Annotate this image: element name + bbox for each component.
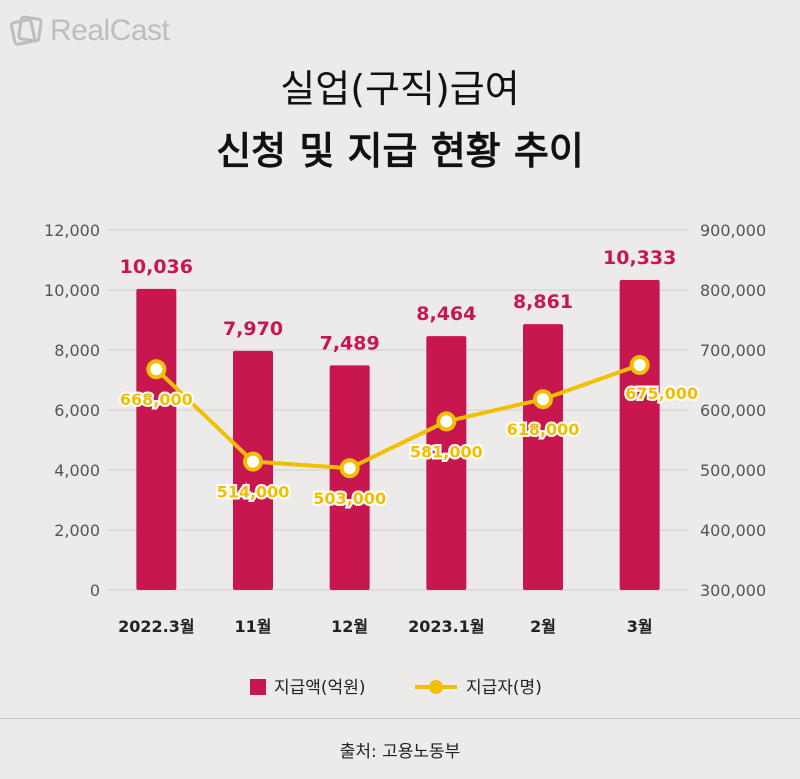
legend-swatch-marker bbox=[429, 680, 443, 694]
line-point bbox=[146, 359, 167, 380]
line-value-label: 668,000 bbox=[120, 390, 193, 409]
line-point bbox=[533, 389, 553, 410]
y-left-tick-label: 6,000 bbox=[54, 401, 100, 420]
bar bbox=[523, 324, 563, 590]
bar bbox=[426, 336, 467, 590]
y-right-tick-label: 900,000 bbox=[700, 221, 766, 240]
line-value-label: 581,000 bbox=[410, 442, 483, 461]
x-tick-label: 2022.3월 bbox=[118, 617, 194, 636]
chart-subtitle: 신청 및 지급 현황 추이 bbox=[216, 129, 584, 173]
x-tick-label: 2023.1월 bbox=[408, 617, 484, 636]
y-left-tick-label: 8,000 bbox=[54, 341, 100, 360]
bar-value-label: 8,464 bbox=[416, 303, 476, 325]
footer-divider bbox=[0, 718, 800, 719]
line-value-label: 618,000 bbox=[507, 420, 580, 439]
line-value-label: 514,000 bbox=[217, 483, 290, 502]
y-left-tick-label: 12,000 bbox=[44, 221, 100, 240]
x-tick-label: 3월 bbox=[627, 617, 653, 636]
line-value-label: 503,000 bbox=[313, 489, 386, 508]
realcast-logo-text: RealCast bbox=[50, 14, 170, 47]
realcast-logo: RealCast bbox=[10, 14, 170, 48]
bar bbox=[136, 288, 177, 590]
bar-value-label: 8,861 bbox=[513, 291, 573, 313]
x-tick-label: 12월 bbox=[331, 617, 368, 636]
bar-value-label: 10,333 bbox=[603, 247, 676, 269]
y-right-tick-label: 500,000 bbox=[700, 461, 766, 480]
y-left-tick-label: 10,000 bbox=[44, 281, 100, 300]
line-point bbox=[629, 355, 650, 375]
chart-title: 실업(구직)급여 bbox=[280, 67, 520, 111]
y-right-tick-label: 300,000 bbox=[700, 581, 766, 600]
y-right-tick-label: 400,000 bbox=[700, 521, 766, 540]
bar-value-label: 7,489 bbox=[320, 332, 380, 354]
y-right-tick-label: 600,000 bbox=[700, 401, 766, 420]
line-point bbox=[339, 458, 360, 479]
bar-value-label: 10,036 bbox=[120, 256, 193, 278]
line-point bbox=[436, 411, 457, 432]
legend-label-line: 지급자(명) bbox=[466, 678, 542, 698]
bar bbox=[619, 280, 660, 590]
legend-label-bar: 지급액(억원) bbox=[274, 678, 365, 698]
x-tick-label: 11월 bbox=[235, 617, 272, 636]
y-right-tick-label: 700,000 bbox=[700, 341, 766, 360]
source-note: 출처: 고용노동부 bbox=[339, 742, 461, 762]
legend-swatch-bar bbox=[250, 679, 266, 695]
y-left-tick-label: 0 bbox=[90, 581, 100, 600]
series-line bbox=[154, 363, 641, 471]
y-right-tick-label: 800,000 bbox=[700, 281, 766, 300]
line-value-label: 675,000 bbox=[625, 384, 698, 403]
realcast-logo-icon bbox=[10, 15, 43, 46]
x-tick-label: 2월 bbox=[530, 617, 556, 636]
bar-value-label: 7,970 bbox=[223, 318, 283, 340]
line-point bbox=[243, 451, 263, 472]
y-left-tick-label: 2,000 bbox=[54, 521, 100, 540]
y-left-tick-label: 4,000 bbox=[54, 461, 100, 480]
